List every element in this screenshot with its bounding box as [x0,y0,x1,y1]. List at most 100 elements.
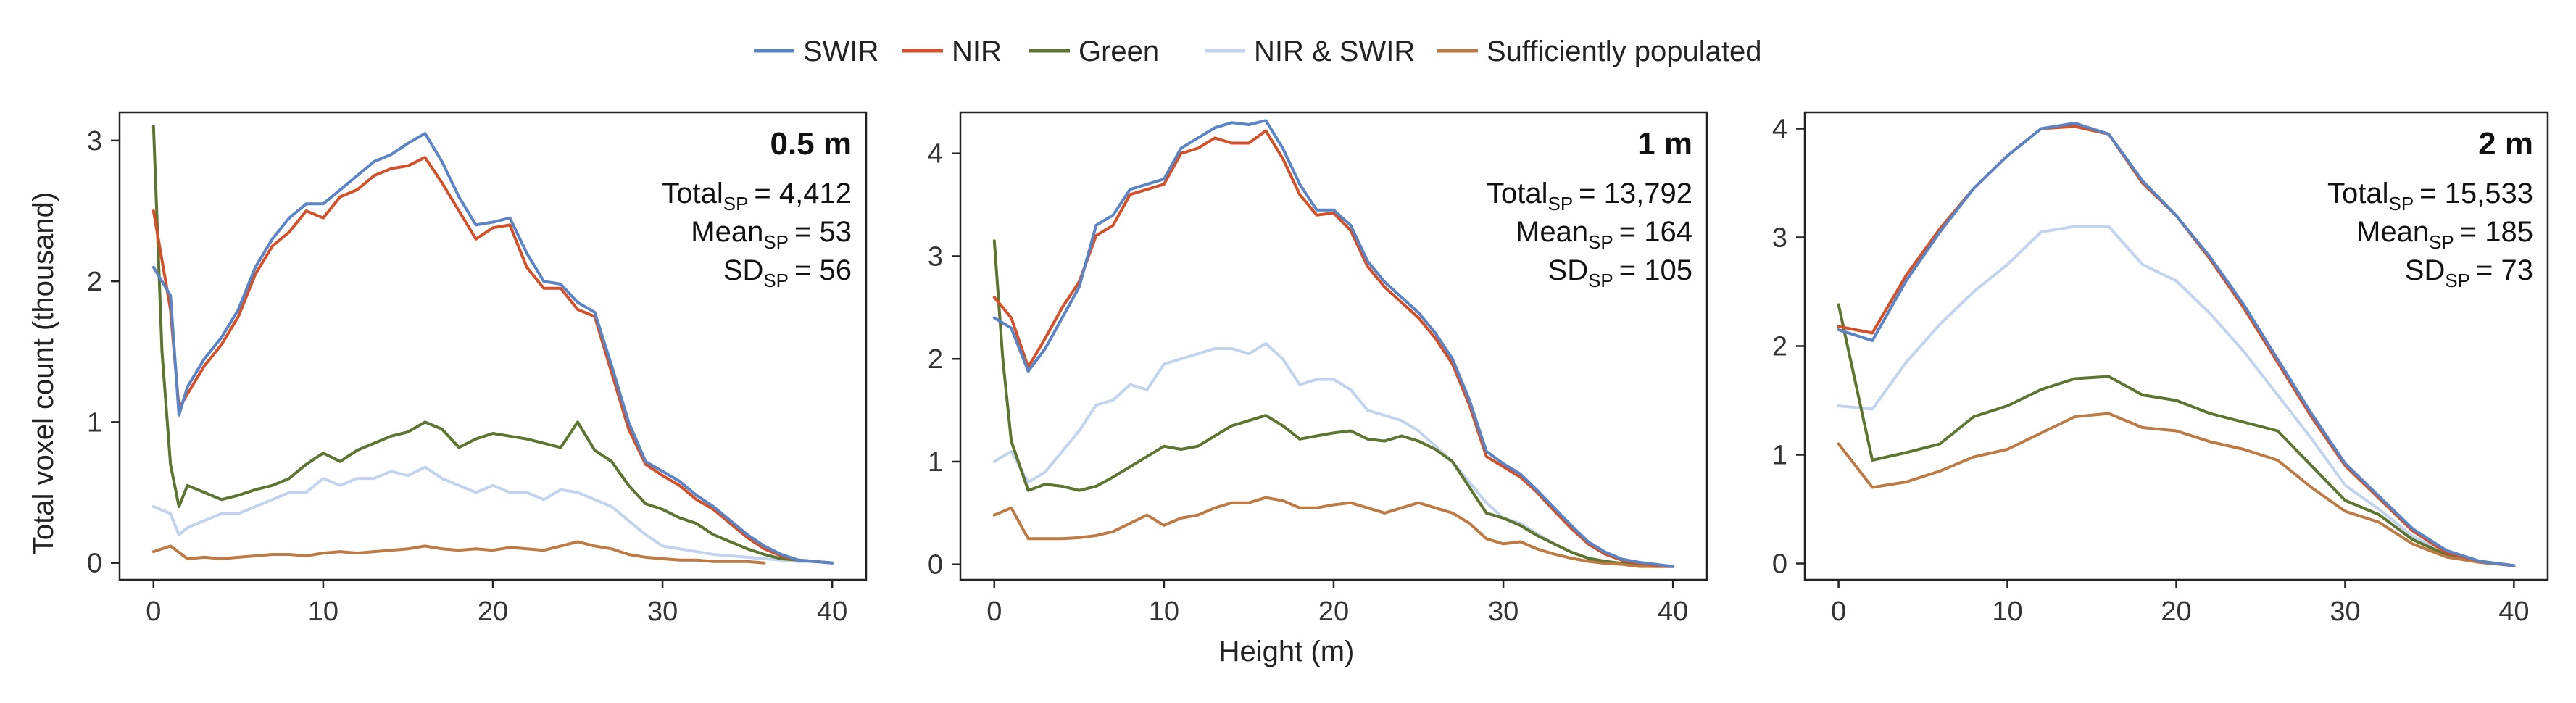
stat-annotation: TotalSP = 4,412 [662,178,852,215]
stat-annotation: SDSP = 73 [2405,254,2533,291]
legend-label: NIR [952,36,1002,67]
legend-label: SWIR [803,36,878,67]
x-tick-label: 40 [817,596,847,627]
y-tick-label: 1 [928,447,943,478]
legend-item: NIR [902,36,1002,67]
legend: SWIR NIR Green NIR & SWIR Sufficiently popul… [754,36,1762,67]
stat-subscript: SP [1588,231,1613,253]
x-tick-label: 40 [2498,596,2529,627]
legend-item: SWIR [754,36,878,67]
y-axis-label: Total voxel count (thousand) [28,192,59,554]
series-line-green [151,125,834,565]
series-line-nir-swir [992,342,1675,568]
stat-annotation: MeanSP = 185 [2356,216,2533,253]
legend-item: NIR & SWIR [1205,36,1415,67]
y-tick-label: 2 [87,267,102,297]
stat-annotation: TotalSP = 15,533 [2327,178,2533,215]
series-line-nir [151,156,834,565]
stat-label: SD [1548,254,1589,286]
stat-label: SD [2405,254,2446,286]
stat-annotation: TotalSP = 13,792 [1487,178,1692,215]
stat-subscript: SP [2388,193,2414,215]
stat-subscript: SP [1547,193,1573,215]
series-line-sufficiently-populated [151,540,766,565]
x-tick-label: 20 [1318,596,1349,627]
series-line-sufficiently-populated [992,496,1675,568]
y-tick-label: 1 [87,407,102,438]
x-tick-label: 0 [1831,596,1846,627]
stat-value: = 15,533 [2419,178,2533,209]
y-tick-label: 2 [928,344,943,375]
stat-label: Mean [2356,216,2429,248]
stat-label: Total [1487,178,1548,209]
stat-label: SD [723,254,764,286]
x-axis-label: Height (m) [1219,636,1355,667]
stat-value: = 164 [1619,216,1692,248]
x-tick-label: 0 [986,596,1002,627]
x-tick-label: 10 [1149,596,1179,627]
series-line-swir [1837,122,2516,567]
stat-subscript: SP [2429,231,2454,253]
y-tick-label: 0 [87,549,102,579]
panel-title: 0.5 m [770,126,852,162]
legend-label: Green [1079,36,1159,67]
series-line-nir-swir [151,465,834,565]
x-tick-label: 20 [2161,596,2191,627]
y-tick-label: 3 [87,126,102,157]
y-tick-label: 3 [1772,223,1787,254]
stat-value: = 185 [2460,216,2533,248]
y-tick-label: 3 [928,241,943,272]
stat-annotation: MeanSP = 53 [691,216,852,253]
x-tick-label: 10 [308,596,338,627]
y-tick-label: 0 [1772,549,1787,580]
y-tick-label: 2 [1772,332,1787,362]
stat-annotation: SDSP = 56 [723,254,852,291]
stat-subscript: SP [763,270,789,291]
stat-annotation: MeanSP = 164 [1516,216,1692,253]
stat-label: Mean [1516,216,1588,248]
x-tick-label: 30 [2330,596,2360,627]
legend-label: NIR & SWIR [1254,36,1415,67]
x-tick-label: 30 [647,596,678,627]
panel-title: 2 m [2478,126,2533,162]
legend-item: Sufficiently populated [1437,36,1762,67]
stat-label: Total [2327,178,2389,209]
stat-annotation: SDSP = 105 [1548,254,1692,291]
x-tick-label: 40 [1658,596,1688,627]
series-line-swir [992,119,1675,568]
series-line-green [1837,303,2516,567]
stat-subscript: SP [1588,270,1613,291]
stat-value: = 4,412 [754,178,852,209]
series-line-sufficiently-populated [1837,412,2516,567]
x-tick-label: 0 [146,596,161,627]
series-line-swir [151,132,834,565]
y-tick-label: 4 [1772,115,1787,145]
stat-value: = 73 [2476,254,2533,286]
stat-value: = 56 [794,254,852,286]
stat-value: = 13,792 [1579,178,1692,209]
series-line-nir [992,129,1675,568]
panel-title: 1 m [1637,126,1692,162]
x-tick-label: 10 [1992,596,2022,627]
stat-subscript: SP [2445,270,2470,291]
y-tick-label: 4 [928,139,943,170]
stat-subscript: SP [763,231,789,253]
stat-value: = 53 [794,216,852,248]
y-tick-label: 0 [928,550,943,581]
x-tick-label: 30 [1488,596,1518,627]
stat-subscript: SP [723,193,749,215]
series-line-green [992,239,1675,568]
y-tick-label: 1 [1772,441,1787,471]
legend-item: Green [1029,36,1159,67]
series-line-nir-swir [1837,225,2516,567]
x-tick-label: 20 [478,596,508,627]
stat-label: Mean [691,216,763,248]
stat-value: = 105 [1619,254,1692,286]
legend-label: Sufficiently populated [1487,36,1762,67]
stat-label: Total [662,178,723,209]
